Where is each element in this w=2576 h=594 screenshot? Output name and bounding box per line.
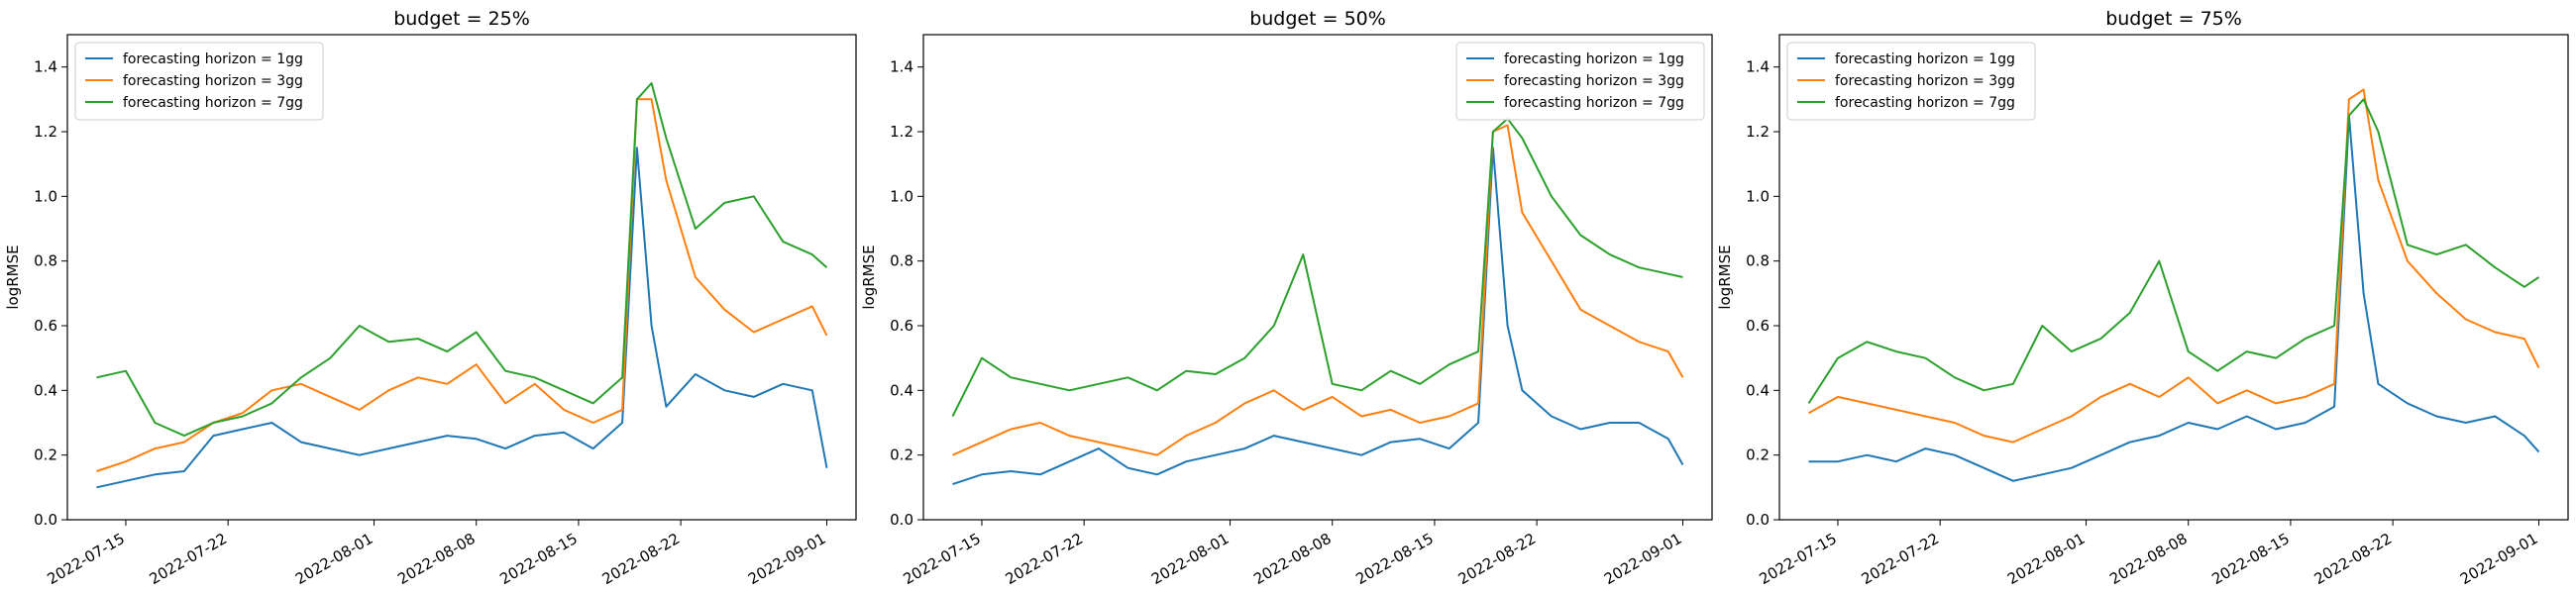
chart-panel-3: 0.0 0.2 0.4 0.6 0.8 1.0 1.2 1.4 2022-07-15 2022-0…	[1716, 8, 2569, 588]
y-tick-label: 0.2	[34, 446, 57, 464]
x-tick-label: 2022-07-22	[147, 530, 231, 588]
x-tick-label: 2022-08-08	[2106, 530, 2191, 588]
y-tick-label: 1.2	[34, 123, 57, 141]
y-tick-label: 1.0	[34, 187, 57, 205]
y-tick-label: 1.4	[890, 58, 913, 76]
x-tick-label: 2022-08-15	[1352, 530, 1437, 588]
x-tick-label: 2022-08-15	[496, 530, 581, 588]
y-tick-label: 0.8	[34, 252, 57, 270]
legend: forecasting horizon = 1gg forecasting hor…	[74, 42, 324, 121]
y-tick-label: 1.4	[1746, 58, 1770, 76]
y-tick-label: 0.4	[1746, 381, 1770, 399]
y-tick-label: 1.2	[1746, 123, 1770, 141]
chart-title: budget = 75%	[2105, 8, 2242, 30]
legend: forecasting horizon = 1gg forecasting hor…	[1455, 42, 1705, 121]
series-line-3	[96, 82, 828, 438]
y-tick-label: 0.0	[890, 511, 913, 529]
x-tick-label: 2022-07-15	[900, 530, 984, 588]
x-tick-label: 2022-07-22	[1859, 530, 1943, 588]
y-tick-label: 0.2	[890, 446, 913, 464]
x-tick-label: 2022-08-01	[2004, 530, 2089, 588]
x-tick-label: 2022-07-15	[1756, 530, 1840, 588]
legend-label: forecasting horizon = 1gg	[123, 51, 303, 67]
x-tick-label: 2022-07-22	[1003, 530, 1087, 588]
x-tick-label: 2022-08-01	[292, 530, 376, 588]
legend-box	[1455, 42, 1705, 121]
series-line-1	[1808, 114, 2540, 482]
series-line-2	[952, 124, 1684, 456]
x-tick-label: 2022-08-22	[1455, 530, 1540, 588]
y-axis-label: logRMSE	[860, 245, 878, 309]
y-tick-label: 1.4	[34, 58, 57, 76]
series-line-2	[96, 98, 828, 472]
chart-title: budget = 50%	[1249, 8, 1386, 30]
y-tick-label: 0.2	[1746, 446, 1770, 464]
x-tick-label: 2022-08-15	[2208, 530, 2293, 588]
plot-frame	[66, 34, 857, 521]
y-tick-label: 0.6	[890, 317, 913, 335]
y-tick-label: 1.2	[890, 123, 913, 141]
legend-label: forecasting horizon = 1gg	[1504, 51, 1684, 67]
legend-box	[74, 42, 324, 121]
x-tick-label: 2022-07-15	[44, 530, 128, 588]
x-tick-label: 2022-08-08	[394, 530, 479, 588]
x-tick-label: 2022-09-01	[2457, 530, 2541, 588]
y-tick-label: 0.0	[1746, 511, 1770, 529]
legend-label: forecasting horizon = 7gg	[123, 95, 303, 111]
legend-label: forecasting horizon = 1gg	[1835, 51, 2015, 67]
x-tick-label: 2022-08-22	[2311, 530, 2396, 588]
y-axis-label: logRMSE	[1716, 245, 1734, 309]
y-tick-label: 1.0	[1746, 187, 1770, 205]
y-tick-label: 0.8	[890, 252, 913, 270]
chart-panel-2: 0.0 0.2 0.4 0.6 0.8 1.0 1.2 1.4 2022-07-15 2022-0…	[860, 8, 1713, 588]
y-axis-label: logRMSE	[4, 245, 22, 309]
legend-box	[1786, 42, 2036, 121]
y-tick-label: 1.0	[890, 187, 913, 205]
y-tick-label: 0.4	[890, 381, 913, 399]
y-tick-label: 0.4	[34, 381, 57, 399]
plot-frame	[922, 34, 1713, 521]
series-line-1	[96, 147, 828, 489]
x-tick-label: 2022-09-01	[1601, 530, 1685, 588]
chart-title: budget = 25%	[393, 8, 530, 30]
legend-label: forecasting horizon = 7gg	[1504, 95, 1684, 111]
series-line-2	[1808, 88, 2540, 444]
series-line-3	[1807, 98, 2540, 404]
legend-label: forecasting horizon = 3gg	[1504, 73, 1684, 89]
legend-label: forecasting horizon = 7gg	[1835, 95, 2015, 111]
series-line-3	[951, 117, 1683, 417]
legend: forecasting horizon = 1gg forecasting hor…	[1786, 42, 2036, 121]
y-tick-label: 0.8	[1746, 252, 1770, 270]
x-tick-label: 2022-08-08	[1250, 530, 1335, 588]
y-tick-label: 0.0	[34, 511, 57, 529]
plot-frame	[1778, 34, 2569, 521]
legend-label: forecasting horizon = 3gg	[123, 73, 303, 89]
x-tick-label: 2022-09-01	[745, 530, 829, 588]
x-tick-label: 2022-08-22	[599, 530, 684, 588]
chart-panel-1: 0.0 0.2 0.4 0.6 0.8 1.0 1.2 1.4 2022-07-15 2022-0…	[4, 8, 857, 588]
series-line-1	[952, 147, 1684, 486]
x-tick-label: 2022-08-01	[1148, 530, 1233, 588]
y-tick-label: 0.6	[34, 317, 57, 335]
legend-label: forecasting horizon = 3gg	[1835, 73, 2015, 89]
y-tick-label: 0.6	[1746, 317, 1770, 335]
